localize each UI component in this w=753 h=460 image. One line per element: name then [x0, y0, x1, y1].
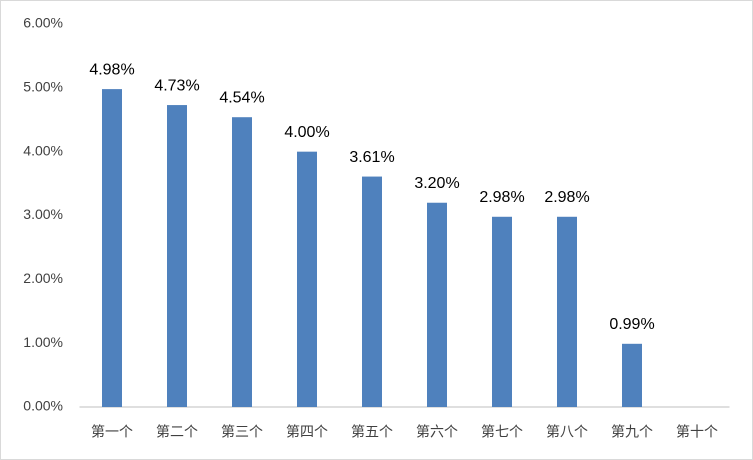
value-label: 2.98% [544, 189, 589, 206]
x-tick-label: 第五个 [351, 424, 393, 440]
x-tick-label: 第二个 [156, 424, 198, 440]
x-tick-label: 第一个 [91, 424, 133, 440]
bar [557, 216, 577, 407]
x-tick-label: 第六个 [416, 424, 458, 440]
bar [167, 105, 187, 408]
y-tick-label: 1.00% [23, 334, 63, 350]
x-tick-label: 第三个 [221, 424, 263, 440]
bar [297, 151, 317, 407]
value-label: 4.00% [284, 124, 329, 141]
value-label: 4.98% [89, 61, 134, 78]
x-tick-label: 第七个 [481, 424, 523, 440]
bar [102, 89, 122, 408]
x-tick-label: 第八个 [546, 424, 588, 440]
x-tick-label: 第四个 [286, 424, 328, 440]
bar [622, 343, 642, 407]
y-tick-label: 5.00% [23, 79, 63, 95]
x-tick-label: 第九个 [611, 424, 653, 440]
x-tick-label: 第十个 [676, 424, 718, 440]
bar [492, 216, 512, 407]
bar [232, 117, 252, 408]
value-label: 4.54% [219, 89, 264, 106]
value-label: 2.98% [479, 189, 524, 206]
y-tick-label: 3.00% [23, 206, 63, 222]
value-label: 4.73% [154, 77, 199, 94]
y-tick-label: 2.00% [23, 270, 63, 286]
y-tick-label: 0.00% [23, 398, 63, 414]
y-tick-label: 6.00% [23, 15, 63, 31]
value-label: 3.61% [349, 149, 394, 166]
bar [362, 176, 382, 407]
bar [427, 202, 447, 407]
value-label: 3.20% [414, 175, 459, 192]
value-label: 0.99% [609, 316, 654, 333]
y-tick-label: 4.00% [23, 142, 63, 158]
